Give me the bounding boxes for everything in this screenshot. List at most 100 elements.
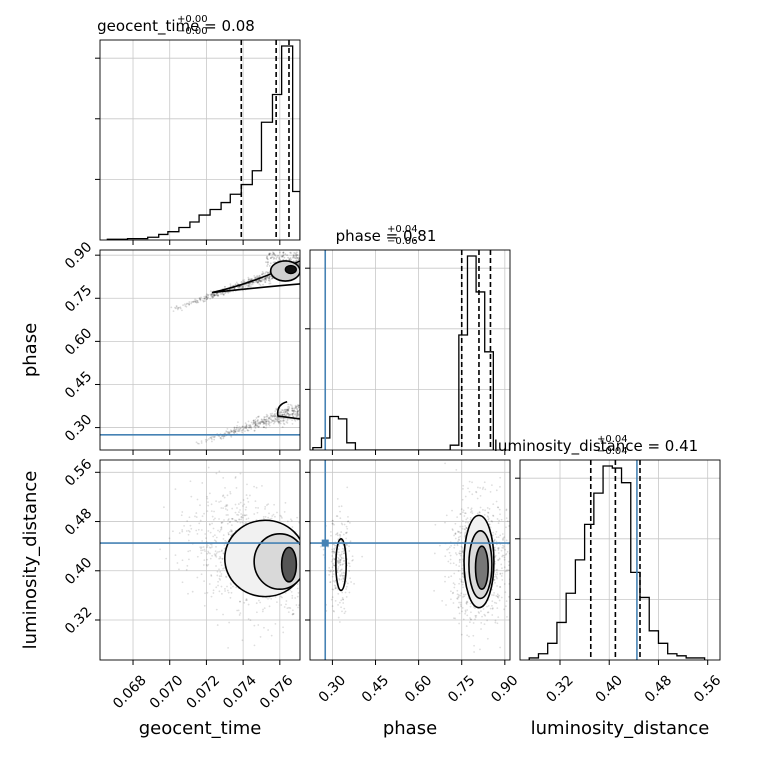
sample-point	[181, 529, 184, 531]
sample-point	[342, 563, 345, 565]
sample-point	[246, 429, 249, 432]
sample-point	[517, 597, 519, 599]
sample-point	[229, 582, 232, 585]
sample-point	[297, 404, 300, 407]
sample-point	[315, 599, 317, 601]
sample-point	[258, 283, 261, 286]
sample-point	[274, 417, 276, 420]
x-axis-label-phase: phase	[383, 718, 437, 739]
samples-dist-phase-low	[319, 486, 364, 623]
sample-point	[254, 424, 257, 427]
sample-point	[296, 412, 299, 415]
contour-dist-geocent-mid	[253, 533, 300, 591]
sample-point	[223, 292, 226, 295]
sample-point	[203, 297, 206, 300]
sample-point	[285, 421, 288, 423]
sample-point	[296, 411, 299, 414]
sample-point	[234, 428, 237, 431]
sample-point	[502, 554, 505, 557]
sample-point	[459, 532, 462, 534]
sample-point	[186, 302, 188, 305]
sample-point	[259, 280, 262, 283]
sample-point	[259, 275, 262, 278]
sample-point	[347, 520, 350, 523]
sample-point	[209, 552, 211, 555]
sample-point	[236, 430, 239, 433]
sample-point	[216, 294, 219, 297]
sample-point	[233, 429, 236, 432]
sample-point	[258, 275, 261, 277]
sample-point	[497, 522, 500, 525]
sample-point	[491, 594, 493, 596]
sample-point	[340, 599, 343, 602]
sample-point	[266, 276, 268, 279]
y-tick-label-phase: 0.60	[62, 325, 95, 358]
sample-point	[296, 583, 299, 585]
sample-point	[480, 628, 482, 630]
sample-point	[498, 599, 501, 602]
sample-point	[456, 593, 459, 596]
sample-point	[337, 559, 340, 562]
sample-point	[450, 544, 453, 547]
sample-point	[202, 299, 204, 302]
sample-point	[336, 532, 339, 534]
sample-point	[280, 515, 283, 518]
sample-point	[253, 429, 256, 432]
sample-point	[224, 285, 226, 288]
sample-point	[461, 550, 464, 553]
sample-point	[206, 298, 209, 301]
sample-point	[272, 513, 275, 516]
sample-point	[333, 544, 336, 547]
sample-point	[463, 528, 466, 531]
sample-point	[494, 575, 497, 578]
sample-point	[459, 535, 462, 538]
sample-point	[468, 621, 471, 624]
sample-point	[294, 597, 297, 599]
sample-point	[199, 546, 202, 549]
sample-point	[330, 534, 332, 537]
sample-point	[290, 258, 292, 261]
truth-marker	[321, 539, 329, 547]
sample-point	[259, 422, 261, 425]
sample-point	[459, 601, 462, 604]
hist-bar-geocent_time	[221, 203, 230, 240]
sample-point	[484, 614, 487, 617]
sample-point	[273, 413, 276, 415]
sample-point	[497, 546, 500, 549]
sample-point	[260, 420, 263, 423]
sample-point	[205, 537, 207, 540]
sample-point	[213, 539, 216, 542]
sample-point	[202, 300, 205, 303]
sample-point	[499, 573, 502, 575]
sample-point	[341, 568, 343, 571]
sample-point	[475, 491, 478, 494]
sample-point	[197, 301, 200, 304]
sample-point	[266, 263, 269, 266]
sample-point	[277, 418, 280, 421]
sample-point	[277, 418, 280, 420]
sample-point	[262, 283, 264, 286]
sample-point	[497, 536, 500, 539]
sample-point	[248, 284, 251, 287]
sample-point	[207, 563, 210, 566]
sample-point	[343, 559, 346, 562]
sample-point	[190, 495, 193, 498]
sample-point	[221, 549, 223, 552]
sample-point	[220, 573, 223, 575]
sample-point	[286, 607, 289, 610]
sample-point	[340, 578, 343, 581]
sample-point	[311, 540, 313, 542]
sample-point	[287, 409, 290, 412]
sample-point	[272, 261, 275, 264]
sample-point	[288, 258, 291, 261]
sample-point	[254, 424, 257, 426]
sample-point	[247, 278, 250, 281]
sample-point	[222, 537, 225, 540]
hist-bar-phase	[459, 335, 468, 450]
sample-point	[465, 601, 468, 604]
sample-point	[246, 483, 248, 486]
sample-point	[252, 281, 254, 284]
sample-point	[181, 530, 184, 533]
sample-point	[236, 283, 239, 286]
sample-point	[223, 496, 226, 499]
